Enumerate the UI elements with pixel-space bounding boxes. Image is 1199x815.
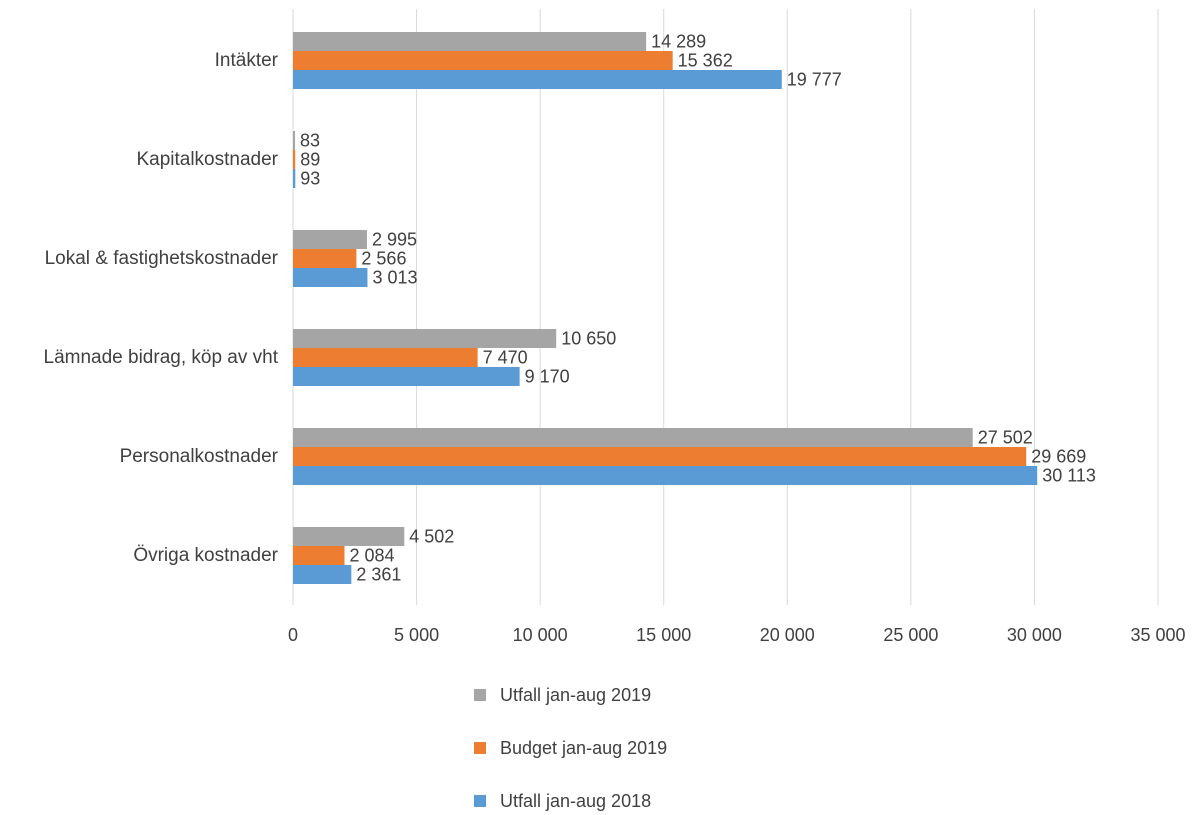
- y-tick-label-box: Intäkter: [0, 21, 278, 101]
- bar: [293, 32, 647, 51]
- legend-swatch: [474, 795, 486, 807]
- bar: [293, 230, 368, 249]
- data-label: 93: [300, 168, 320, 188]
- x-tick-label: 25 000: [883, 625, 938, 645]
- y-tick-label: Övriga kostnader: [133, 544, 278, 566]
- legend-swatch: [474, 742, 486, 754]
- bar: [293, 131, 296, 150]
- bar: [293, 527, 405, 546]
- legend-label: Utfall jan-aug 2019: [500, 685, 651, 705]
- legend-label: Utfall jan-aug 2018: [500, 791, 651, 811]
- x-tick-label: 15 000: [636, 625, 691, 645]
- data-label: 83: [300, 130, 320, 150]
- data-label: 10 650: [561, 328, 616, 348]
- data-label: 9 170: [525, 366, 570, 386]
- y-tick-label: Lämnade bidrag, köp av vht: [43, 346, 279, 368]
- y-tick-label-box: Lämnade bidrag, köp av vht: [0, 318, 279, 398]
- data-label: 2 995: [372, 229, 417, 249]
- y-tick-label: Personalkostnader: [119, 445, 278, 467]
- data-label: 27 502: [978, 427, 1033, 447]
- data-label: 3 013: [372, 267, 417, 287]
- data-label: 30 113: [1042, 465, 1096, 485]
- data-label: 2 361: [356, 564, 401, 584]
- x-tick-label: 35 000: [1130, 625, 1185, 645]
- x-tick-label: 0: [288, 625, 298, 645]
- x-tick-label: 10 000: [513, 625, 568, 645]
- bar: [293, 249, 357, 268]
- bar: [293, 150, 296, 169]
- bar: [293, 367, 520, 386]
- y-tick-label-box: Kapitalkostnader: [0, 120, 278, 200]
- data-label: 7 470: [483, 347, 528, 367]
- bar: [293, 565, 352, 584]
- x-tick-label: 20 000: [760, 625, 815, 645]
- data-label: 29 669: [1031, 446, 1086, 466]
- bar: [293, 169, 296, 188]
- data-label: 2 084: [350, 545, 395, 565]
- legend-label: Budget jan-aug 2019: [500, 738, 667, 758]
- data-label: 15 362: [678, 50, 733, 70]
- y-tick-label-box: Personalkostnader: [0, 417, 278, 497]
- bar: [293, 329, 557, 348]
- y-tick-label: Lokal & fastighetskostnader: [44, 247, 278, 269]
- y-tick-label-box: Övriga kostnader: [0, 516, 278, 596]
- data-label: 4 502: [409, 526, 454, 546]
- bar: [293, 348, 478, 367]
- y-tick-label-box: Lokal & fastighetskostnader: [0, 219, 278, 299]
- bar: [293, 51, 673, 70]
- data-label: 89: [300, 149, 320, 169]
- bar: [293, 447, 1027, 466]
- bar: [293, 466, 1038, 485]
- legend-swatch: [474, 689, 486, 701]
- y-tick-label: Intäkter: [214, 49, 278, 71]
- data-label: 19 777: [787, 69, 842, 89]
- data-label: 14 289: [651, 31, 706, 51]
- bar: [293, 546, 345, 565]
- bar: [293, 70, 782, 89]
- x-tick-label: 30 000: [1007, 625, 1062, 645]
- data-label: 2 566: [361, 248, 406, 268]
- bar: [293, 268, 368, 287]
- x-tick-label: 5 000: [394, 625, 439, 645]
- bar: [293, 428, 973, 447]
- y-tick-label: Kapitalkostnader: [136, 148, 278, 170]
